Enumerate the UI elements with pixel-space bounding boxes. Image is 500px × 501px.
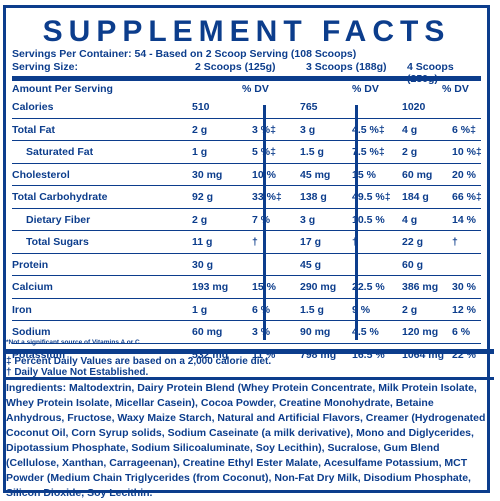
percent-dv-value: † <box>252 236 258 248</box>
amount-value: 45 g <box>300 258 322 271</box>
percent-dv-value: 10.5 % <box>352 213 385 226</box>
percent-dv-value: 3 % <box>252 326 271 338</box>
amount-value: 2 g <box>402 146 418 158</box>
amount-value: 60 mg <box>192 326 223 338</box>
serving-size-3-scoops: 3 Scoops (188g) <box>306 61 387 73</box>
column-divider-1 <box>263 105 266 340</box>
ingredients-block: Ingredients: Maltodextrin, Dairy Protein… <box>6 381 494 501</box>
amount-value: 120 mg <box>402 326 439 338</box>
nutrient-row: Protein 30 g 45 g 60 g <box>12 252 481 276</box>
percent-dv-value: 4.5 % <box>352 326 379 338</box>
amount-value: 60 g <box>402 258 424 271</box>
amount-value: 90 mg <box>300 326 331 338</box>
amount-value: 765 <box>300 101 318 113</box>
percent-dv-value: 7.5 %‡ <box>352 146 385 158</box>
percent-dv-value: 49.5 %‡ <box>352 191 391 203</box>
nutrient-row: Cholesterol 30 mg 10 % 45 mg 15 % 60 mg 20 % <box>12 162 481 186</box>
amount-value: 60 mg <box>402 168 433 181</box>
serving-size-2-scoops: 2 Scoops (125g) <box>195 61 276 73</box>
nutrient-label: Total Carbohydrate <box>12 191 108 203</box>
dv-header-1: % DV <box>242 83 269 95</box>
amount-value: 193 mg <box>192 281 229 293</box>
rule-above-ingredients <box>6 377 494 380</box>
servings-per-container: Servings Per Container: 54 - Based on 2 … <box>12 48 357 60</box>
dv-header-3: % DV <box>442 83 469 95</box>
dv-header-2: % DV <box>352 83 379 95</box>
nutrient-label: Protein <box>12 258 49 271</box>
percent-dv-value: 10 %‡ <box>452 146 482 158</box>
percent-dv-value: 14 % <box>452 213 476 226</box>
percent-dv-value: 66 %‡ <box>452 191 482 203</box>
nutrient-label: Calories <box>12 101 54 113</box>
column-divider-2 <box>355 105 358 340</box>
percent-dv-value: 20 % <box>452 168 476 181</box>
amount-value: 290 mg <box>300 281 337 293</box>
percent-dv-value: † <box>452 236 458 248</box>
amount-value: 30 mg <box>192 168 223 181</box>
amount-value: 184 g <box>402 191 429 203</box>
amount-value: 1.5 g <box>300 303 324 316</box>
column-header-row: Amount Per Serving % DV % DV % DV <box>12 81 481 96</box>
amount-value: 2 g <box>192 213 208 226</box>
amount-value: 92 g <box>192 191 214 203</box>
percent-dv-value: 22.5 % <box>352 281 385 293</box>
nutrient-row: Total Sugars 11 g † 17 g † 22 g † <box>12 230 481 253</box>
ingredients-text: Maltodextrin, Dairy Protein Blend (Whey … <box>6 382 486 499</box>
amount-value: 1 g <box>192 303 208 316</box>
thick-rule-bottom <box>6 349 494 354</box>
nutrient-label: Calcium <box>12 281 53 293</box>
ingredients-label: Ingredients: <box>6 382 67 394</box>
amount-value: 4 g <box>402 213 418 226</box>
amount-value: 1 g <box>192 146 208 158</box>
footnote-not-established: † Daily Value Not Established. <box>6 367 149 378</box>
nutrient-label: Saturated Fat <box>26 146 94 158</box>
amount-value: 11 g <box>192 236 213 248</box>
serving-size-4-scoops: 4 Scoops (250g) <box>407 61 454 85</box>
nutrient-label: Total Sugars <box>26 236 89 248</box>
percent-dv-value: 6 % <box>252 303 271 316</box>
amount-value: 2 g <box>402 303 418 316</box>
panel-title: SUPPLEMENT FACTS <box>42 15 451 48</box>
thick-rule <box>12 76 481 81</box>
nutrient-label: Sodium <box>12 326 51 338</box>
serving-size-label: Serving Size: <box>12 61 78 73</box>
percent-dv-value: 33 %‡ <box>252 191 282 203</box>
amount-value: 2 g <box>192 123 208 136</box>
amount-value: 1.5 g <box>300 146 324 158</box>
amount-per-serving-header: Amount Per Serving <box>12 83 113 95</box>
percent-dv-value: 12 % <box>452 303 476 316</box>
amount-value: 30 g <box>192 258 214 271</box>
amount-value: 22 g <box>402 236 424 248</box>
amount-value: 17 g <box>300 236 322 248</box>
amount-value: 1020 <box>402 101 426 113</box>
not-significant-note: *Not a significant source of Vitamins A … <box>6 339 142 346</box>
nutrient-label: Total Fat <box>12 123 55 136</box>
percent-dv-value: 30 % <box>452 281 476 293</box>
nutrient-row: Calcium 193 mg 15 % 290 mg 22.5 % 386 mg 30 % <box>12 275 481 298</box>
amount-value: 45 mg <box>300 168 331 181</box>
amount-value: 138 g <box>300 191 327 203</box>
amount-value: 3 g <box>300 213 316 226</box>
amount-value: 4 g <box>402 123 418 136</box>
nutrient-label: Dietary Fiber <box>26 213 91 226</box>
percent-dv-value: † <box>352 236 358 248</box>
footnote-daily-values: ‡ Percent Daily Values are based on a 2,… <box>6 356 272 367</box>
nutrient-row: Total Carbohydrate 92 g 33 %‡ 138 g 49.5 %‡ 1… <box>12 185 482 208</box>
amount-value: 510 <box>192 101 210 113</box>
nutrient-row: Calories 510 765 1020 <box>12 96 481 118</box>
nutrient-row: Dietary Fiber 2 g 7 % 3 g 10.5 % 4 g 14 % <box>12 207 481 231</box>
nutrient-label: Cholesterol <box>12 168 70 181</box>
nutrient-label: Iron <box>12 303 32 316</box>
percent-dv-value: 6 %‡ <box>452 123 476 136</box>
percent-dv-value: 7 % <box>252 213 271 226</box>
amount-value: 386 mg <box>402 281 439 293</box>
percent-dv-value: 4.5 %‡ <box>352 123 385 136</box>
amount-value: 3 g <box>300 123 316 136</box>
serving-size-row: Serving Size: 2 Scoops (125g) 3 Scoops (… <box>12 61 481 85</box>
percent-dv-value: 6 % <box>452 326 471 338</box>
